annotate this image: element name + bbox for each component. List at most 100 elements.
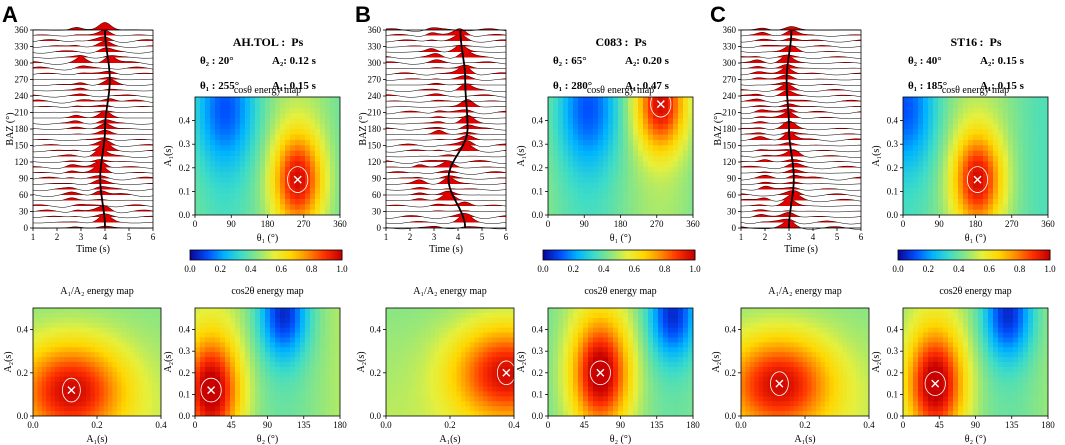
heat-cell — [270, 123, 276, 130]
heat-cell — [205, 308, 211, 314]
heat-cell — [668, 118, 674, 125]
heat-cell — [978, 134, 984, 141]
heat-cell — [653, 97, 659, 103]
heat-cell — [50, 366, 56, 373]
heat-cell — [487, 308, 493, 314]
heat-cell — [613, 406, 619, 412]
heat-cell — [41, 362, 47, 368]
heat-cell — [55, 401, 60, 407]
heat-cell — [300, 118, 306, 125]
heat-cell — [618, 102, 624, 109]
heat-cell — [225, 145, 231, 152]
heat-cell — [913, 129, 919, 136]
heat-cell — [295, 362, 301, 368]
heat-cell — [90, 376, 96, 383]
trace-line — [740, 174, 862, 181]
heat-cell — [330, 188, 336, 195]
heat-cell — [421, 362, 427, 368]
heat-cell — [933, 113, 939, 119]
heat-cell — [68, 401, 74, 407]
heat-cell — [280, 129, 286, 136]
heat-cell — [948, 150, 954, 157]
heat-cell — [275, 371, 281, 378]
heat-cell — [447, 317, 453, 324]
cos2-map-xtick-label: 135 — [650, 420, 664, 430]
heat-cell — [290, 352, 296, 358]
heat-cell — [335, 381, 340, 388]
heat-cell — [280, 156, 286, 162]
heat-cell — [225, 376, 231, 383]
heat-cell — [99, 357, 105, 363]
heat-cell — [250, 134, 256, 141]
wiggle-xtick-label: 6 — [859, 232, 864, 242]
heat-cell — [290, 396, 296, 402]
heat-cell — [568, 193, 574, 200]
heat-cell — [938, 134, 944, 141]
heat-cell — [265, 118, 271, 125]
heat-cell — [335, 342, 340, 348]
heat-cell — [638, 352, 644, 358]
heat-cell — [147, 366, 153, 373]
heat-cell — [683, 134, 689, 141]
heat-cell — [663, 193, 669, 200]
heat-cell — [125, 391, 131, 397]
heat-cell — [260, 177, 266, 184]
ratio-map-xlabel: A₁(s) — [439, 434, 460, 445]
heat-cell — [452, 352, 458, 358]
heat-cell — [663, 401, 669, 407]
heat-cell — [50, 357, 56, 363]
heat-cell — [483, 391, 489, 397]
heat-cell — [270, 366, 276, 373]
heat-cell — [623, 97, 629, 103]
heat-cell — [250, 129, 256, 136]
heat-cell — [143, 401, 149, 407]
heat-cell — [628, 166, 634, 173]
heat-cell — [683, 317, 689, 324]
heat-cell — [918, 204, 924, 211]
heat-cell — [618, 352, 624, 358]
heat-cell — [623, 182, 629, 189]
colorbar-cell — [255, 250, 259, 260]
heat-cell — [225, 391, 231, 397]
heat-cell — [425, 332, 431, 338]
heat-cell — [260, 134, 266, 141]
heat-cell — [305, 376, 311, 383]
heat-cell — [553, 129, 559, 136]
heat-cell — [81, 401, 87, 407]
heat-cell — [588, 172, 594, 178]
trace-line — [385, 170, 507, 175]
heat-cell — [648, 139, 654, 146]
heat-cell — [255, 129, 261, 136]
heat-cell — [558, 386, 564, 392]
heat-cell — [933, 209, 939, 215]
heat-cell — [568, 209, 574, 215]
heat-cell — [280, 118, 286, 125]
heat-cell — [948, 166, 954, 173]
heat-cell — [638, 145, 644, 152]
heat-cell — [215, 406, 221, 412]
heat-cell — [220, 317, 226, 324]
heat-cell — [416, 396, 422, 402]
heat-cell — [260, 198, 266, 205]
heat-cell — [310, 129, 316, 136]
heat-cell — [588, 161, 594, 168]
heat-cell — [325, 357, 331, 363]
heat-cell — [638, 156, 644, 162]
cos2-map-ylabel: A₂(s) — [163, 351, 174, 372]
heat-cell — [275, 381, 281, 388]
heat-cell — [598, 406, 604, 412]
heat-cell — [240, 371, 246, 378]
heat-cell — [643, 406, 649, 412]
heat-cell — [500, 322, 506, 329]
heat-cell — [688, 366, 693, 373]
heat-cell — [143, 391, 149, 397]
heat-cell — [394, 332, 400, 338]
heat-cell — [638, 102, 644, 109]
cos2-map-xtick-label: 0 — [193, 420, 198, 430]
heat-cell — [265, 406, 271, 412]
heat-cell — [461, 342, 466, 348]
heat-cell — [633, 139, 639, 146]
heat-cell — [628, 342, 634, 348]
heat-cell — [558, 312, 564, 319]
trace-line — [386, 190, 506, 196]
